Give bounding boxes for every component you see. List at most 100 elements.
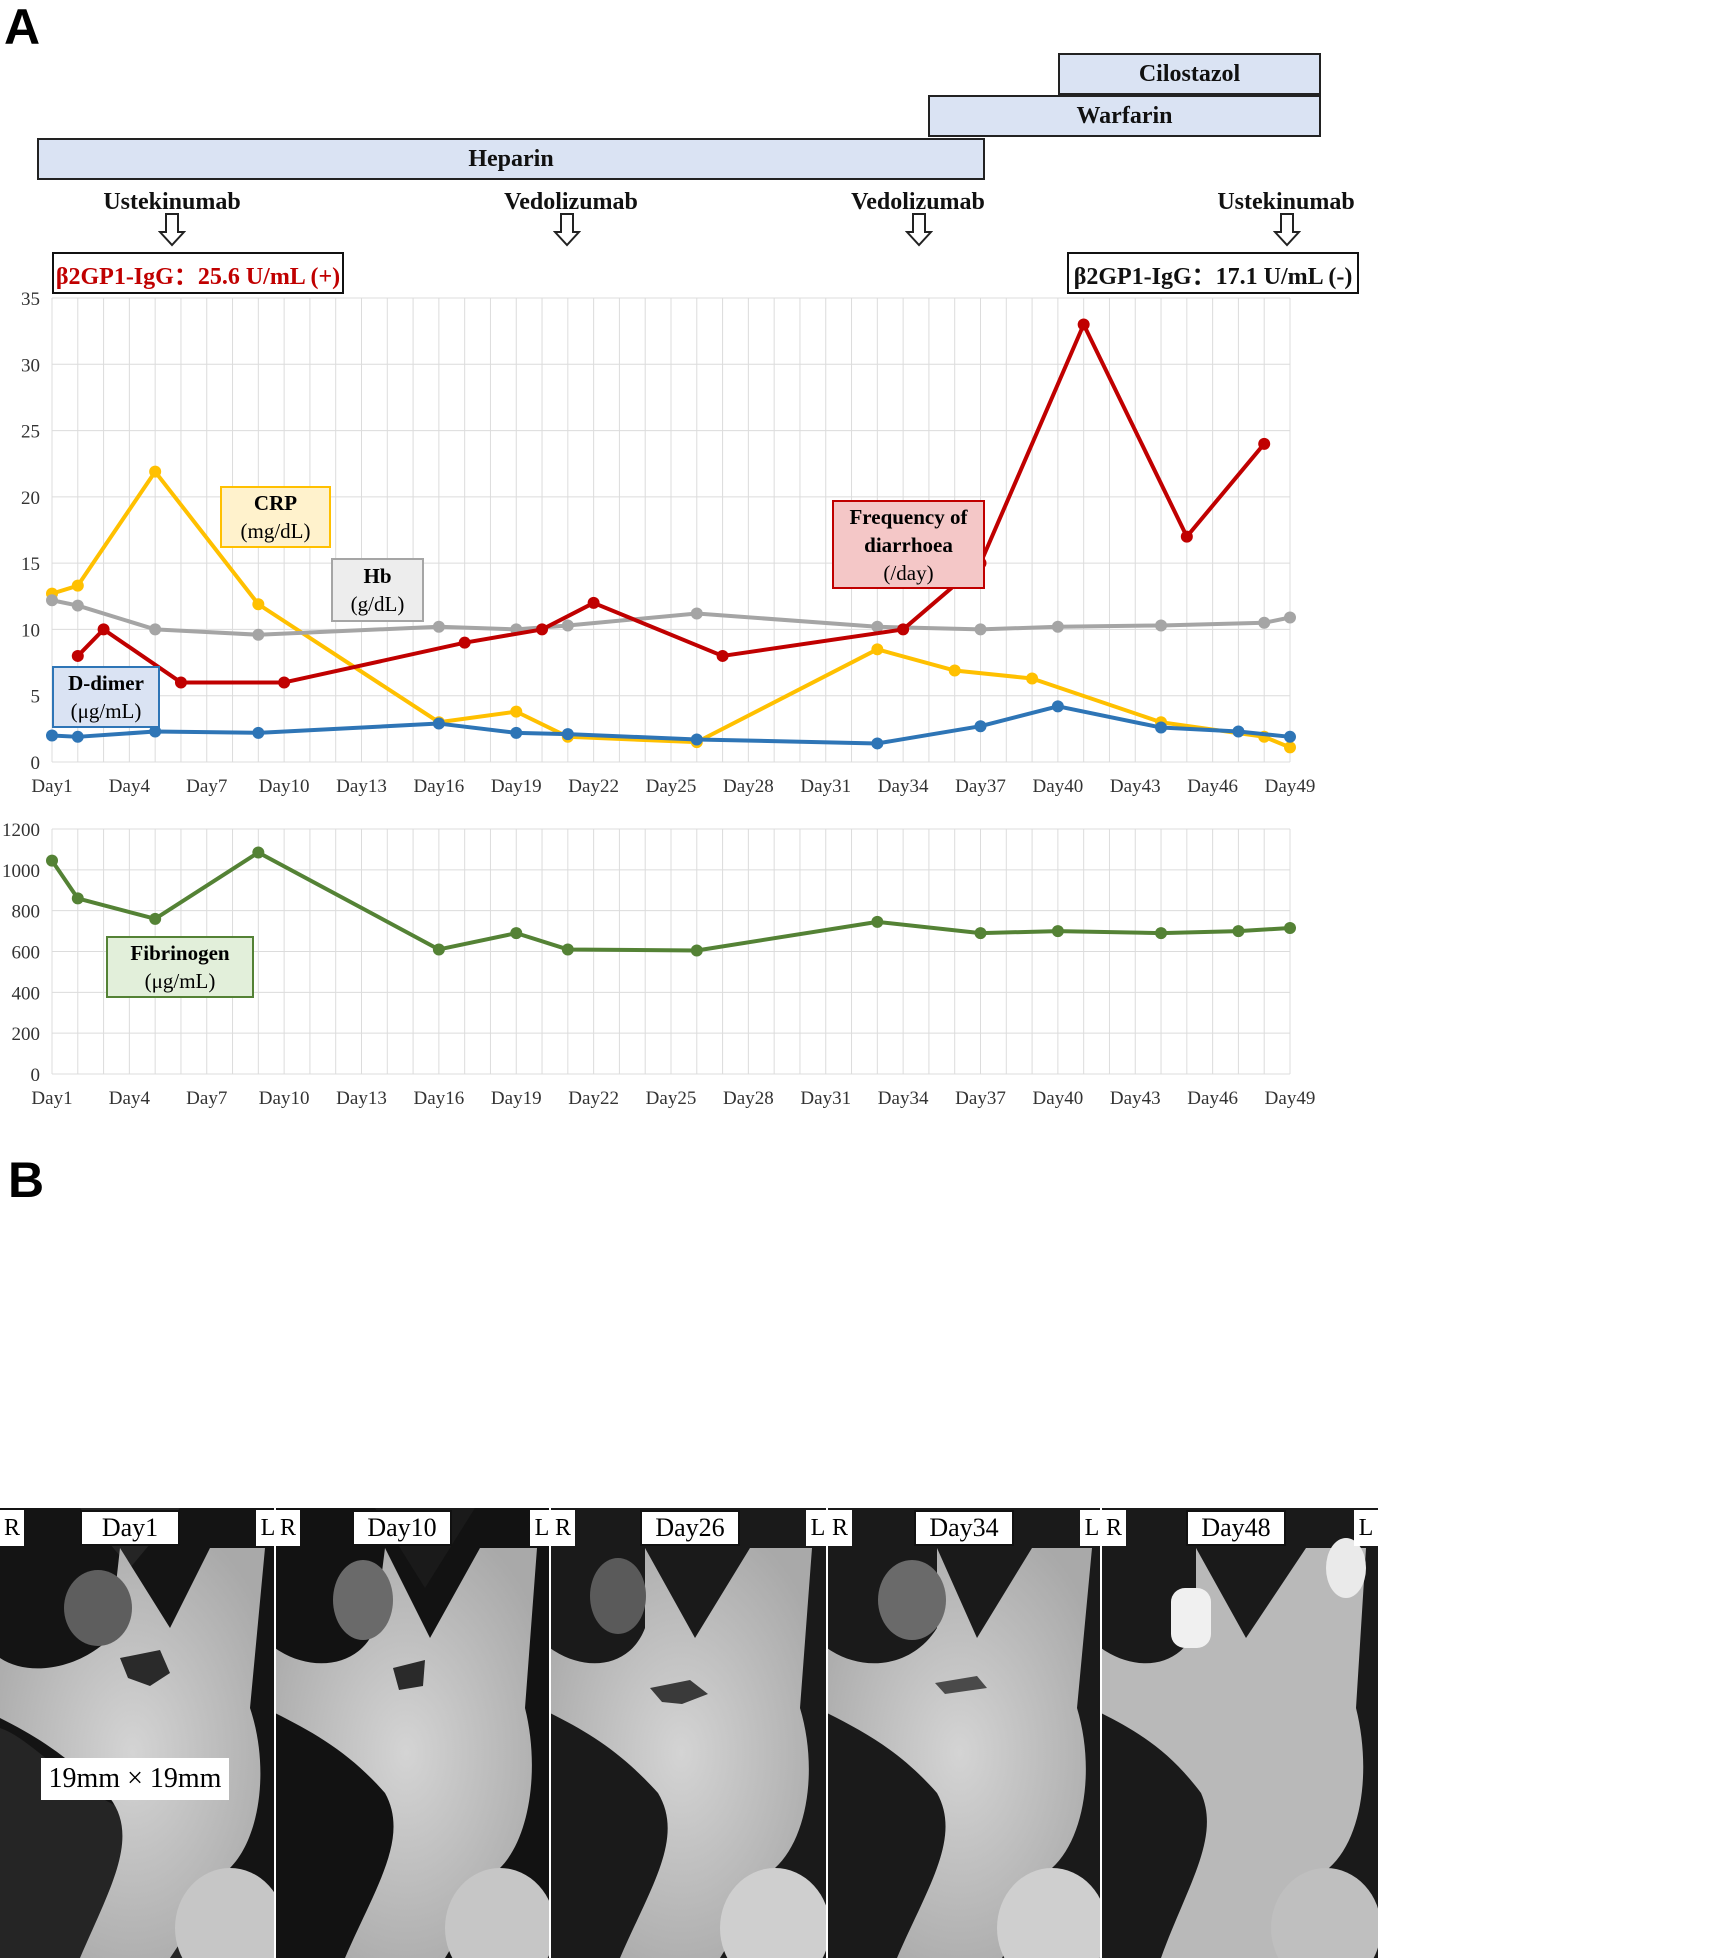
x-tick-label: Day25 bbox=[646, 776, 697, 797]
data-point bbox=[46, 594, 58, 607]
data-point bbox=[871, 915, 884, 928]
antibody-initial-box: β2GP1-IgG：25.6 U/mL (+) bbox=[52, 252, 344, 294]
ddimer-legend: D-dimer (μg/mL) bbox=[52, 666, 160, 728]
data-point bbox=[561, 619, 574, 632]
data-point bbox=[46, 854, 58, 867]
x-tick-label: Day46 bbox=[1187, 776, 1238, 797]
y-tick-label: 800 bbox=[12, 902, 41, 923]
ct-scan-image bbox=[1101, 1508, 1381, 1958]
data-point bbox=[871, 620, 884, 633]
data-point bbox=[561, 943, 574, 956]
ct-image-strip bbox=[0, 1508, 1722, 1958]
down-arrow-icon bbox=[905, 213, 933, 247]
y-tick-label: 20 bbox=[21, 488, 40, 509]
x-tick-label: Day7 bbox=[186, 776, 227, 797]
data-point bbox=[1155, 721, 1168, 734]
hb-legend-unit: (g/dL) bbox=[350, 592, 405, 616]
data-point bbox=[1026, 672, 1039, 685]
data-point bbox=[71, 892, 84, 905]
data-point bbox=[278, 676, 291, 689]
x-tick-label: Day7 bbox=[186, 1088, 227, 1109]
diarrhoea-legend: Frequency of diarrhoea (/day) bbox=[832, 500, 985, 589]
data-point bbox=[252, 628, 265, 641]
data-point bbox=[974, 623, 987, 636]
y-tick-label: 25 bbox=[21, 422, 40, 443]
diarrhoea-legend-unit: (/day) bbox=[883, 560, 934, 585]
data-point bbox=[690, 733, 703, 746]
ct-right-side-marker: R bbox=[828, 1510, 852, 1546]
data-point bbox=[1258, 437, 1271, 450]
data-point bbox=[252, 726, 265, 739]
data-point bbox=[174, 676, 187, 689]
ddimer-legend-unit: (μg/mL) bbox=[70, 699, 142, 723]
y-tick-label: 200 bbox=[12, 1024, 41, 1045]
cilostazol-bar: Cilostazol bbox=[1058, 53, 1321, 95]
ct-right-side-marker: R bbox=[276, 1510, 300, 1546]
x-tick-label: Day34 bbox=[878, 776, 929, 797]
x-tick-label: Day37 bbox=[955, 1088, 1006, 1109]
data-point bbox=[149, 725, 162, 738]
x-tick-label: Day22 bbox=[568, 776, 619, 797]
data-point bbox=[897, 623, 910, 636]
data-point bbox=[1284, 611, 1296, 624]
ct-right-side-marker: R bbox=[551, 1510, 575, 1546]
data-point bbox=[1051, 700, 1064, 713]
x-tick-label: Day37 bbox=[955, 776, 1006, 797]
y-tick-label: 1000 bbox=[2, 861, 40, 882]
data-point bbox=[510, 726, 523, 739]
x-tick-label: Day10 bbox=[259, 1088, 310, 1109]
data-point bbox=[1258, 616, 1271, 629]
ct-day-label: Day34 bbox=[914, 1510, 1014, 1546]
x-tick-label: Day1 bbox=[31, 776, 72, 797]
x-tick-label: Day13 bbox=[336, 776, 387, 797]
x-tick-label: Day46 bbox=[1187, 1088, 1238, 1109]
crp-legend-unit: (mg/dL) bbox=[240, 519, 311, 543]
x-tick-label: Day31 bbox=[800, 776, 851, 797]
ct-scan-image bbox=[0, 1508, 285, 1958]
data-point bbox=[46, 729, 58, 742]
diarrhoea-legend-title: diarrhoea bbox=[864, 532, 953, 557]
data-point bbox=[97, 623, 110, 636]
y-tick-label: 600 bbox=[12, 943, 41, 964]
data-point bbox=[587, 596, 600, 609]
data-point bbox=[1180, 530, 1193, 543]
data-point bbox=[561, 728, 574, 741]
x-tick-label: Day40 bbox=[1033, 1088, 1084, 1109]
data-point bbox=[1232, 925, 1245, 938]
x-tick-label: Day34 bbox=[878, 1088, 929, 1109]
ct-right-side-marker: R bbox=[0, 1510, 24, 1546]
data-point bbox=[871, 737, 884, 750]
data-point bbox=[149, 465, 162, 478]
hb-legend-title: Hb bbox=[363, 564, 392, 588]
y-tick-label: 35 bbox=[21, 289, 40, 310]
x-tick-label: Day22 bbox=[568, 1088, 619, 1109]
data-point bbox=[252, 598, 265, 611]
lab-values-chart: 0 5 10 15 20 25 30 35 Day1 Day4 Day7 Day10 Day13 Day1… bbox=[21, 289, 1315, 797]
x-tick-label: Day1 bbox=[31, 1088, 72, 1109]
data-point bbox=[71, 579, 84, 592]
x-tick-label: Day28 bbox=[723, 776, 774, 797]
ct-left-side-marker: L bbox=[1354, 1510, 1378, 1546]
ct-left-side-marker: L bbox=[1080, 1510, 1104, 1546]
data-point bbox=[510, 927, 523, 940]
x-tick-label: Day16 bbox=[414, 776, 465, 797]
data-point bbox=[432, 620, 445, 633]
y-tick-label: 30 bbox=[21, 355, 40, 376]
down-arrow-icon bbox=[553, 213, 581, 247]
administration-label: Vedolizumab bbox=[851, 189, 985, 215]
hb-legend: Hb (g/dL) bbox=[331, 558, 424, 622]
data-point bbox=[1051, 925, 1064, 938]
data-point bbox=[690, 944, 703, 957]
x-tick-label: Day4 bbox=[109, 1088, 151, 1109]
y-tick-label: 5 bbox=[31, 687, 41, 708]
down-arrow-icon bbox=[158, 213, 186, 247]
thrombus-size-label: 19mm × 19mm bbox=[41, 1758, 229, 1800]
x-tick-label: Day31 bbox=[800, 1088, 851, 1109]
heparin-bar: Heparin bbox=[37, 138, 985, 180]
ddimer-legend-title: D-dimer bbox=[68, 671, 144, 695]
data-point bbox=[1284, 741, 1296, 754]
ct-left-side-marker: L bbox=[530, 1510, 554, 1546]
x-tick-label: Day28 bbox=[723, 1088, 774, 1109]
x-tick-label: Day25 bbox=[646, 1088, 697, 1109]
data-point bbox=[948, 664, 961, 677]
